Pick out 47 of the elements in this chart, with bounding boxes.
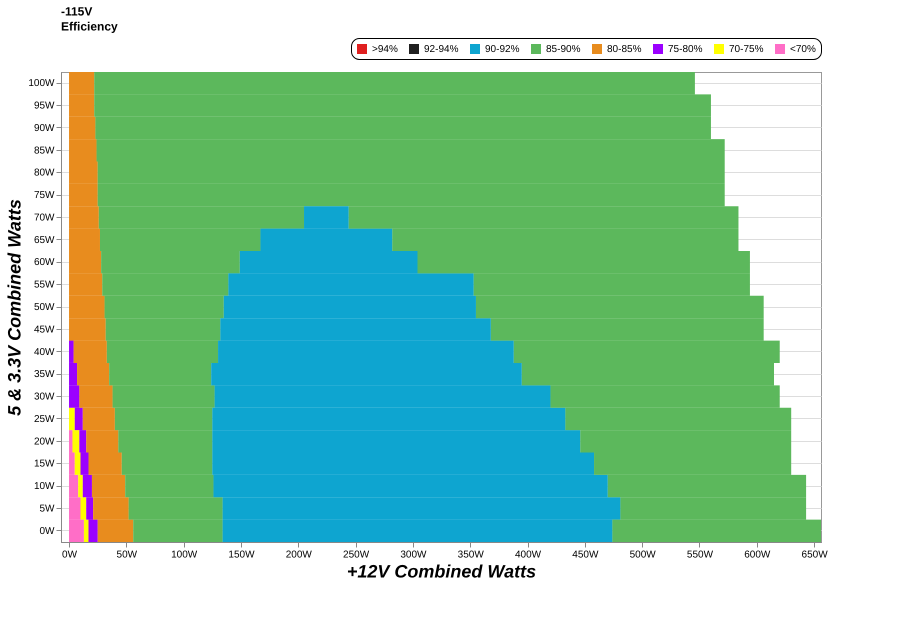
legend-label: 92-94%	[424, 44, 459, 55]
x-tick-label: 500W	[630, 550, 656, 560]
y-tick-label: 70W	[34, 212, 56, 224]
x-tick-label: 100W	[171, 550, 198, 560]
x-tick-label: 200W	[286, 550, 312, 560]
x-tick-label: 150W	[228, 550, 256, 560]
y-tick-label: 100W	[28, 78, 56, 90]
y-tick-label: 20W	[34, 436, 56, 448]
x-tick-label: 250W	[343, 550, 370, 560]
y-tick-label: 95W	[34, 100, 56, 112]
y-tick-label: 50W	[34, 302, 56, 313]
x-tick-label: 300W	[400, 550, 428, 560]
x-tick-label: 400W	[514, 550, 542, 560]
legend-label: >94%	[372, 44, 398, 55]
y-tick-label: 10W	[34, 481, 56, 492]
y-tick-label: 55W	[34, 280, 56, 291]
chart-title: -115V	[61, 4, 92, 18]
y-tick-label: 30W	[34, 392, 56, 403]
y-tick-label: 85W	[34, 145, 56, 156]
y-tick-label: 40W	[34, 346, 56, 358]
y-tick-label: 15W	[34, 458, 56, 470]
x-tick-label: 50W	[116, 550, 138, 560]
y-tick-label: 75W	[34, 190, 56, 202]
y-tick-label: 80W	[34, 168, 56, 179]
x-tick-label: 550W	[686, 550, 714, 560]
legend-label: 80-85%	[607, 44, 642, 55]
x-tick-label: 600W	[744, 550, 771, 560]
x-axis-title: +12V Combined Watts	[346, 562, 536, 582]
y-tick-label: 5W	[40, 503, 56, 514]
y-tick-label: 90W	[34, 122, 56, 134]
x-tick-label: 650W	[802, 550, 828, 560]
y-tick-label: 60W	[34, 257, 56, 268]
legend-label: 75-80%	[668, 44, 703, 55]
chart-subtitle: Efficiency	[61, 20, 118, 34]
legend-label: 90-92%	[485, 44, 520, 55]
y-tick-label: 65W	[34, 234, 56, 246]
y-axis-title: 5 & 3.3V Combined Watts	[4, 199, 24, 416]
x-tick-label: 450W	[572, 550, 599, 560]
legend-label: 70-75%	[729, 44, 764, 55]
y-tick-label: 45W	[34, 324, 56, 336]
legend-label: <70%	[790, 44, 816, 55]
x-tick-label: 0W	[62, 550, 78, 560]
y-tick-label: 25W	[34, 414, 56, 425]
legend-label: 85-90%	[546, 44, 581, 55]
x-tick-label: 350W	[458, 550, 484, 560]
y-tick-label: 0W	[40, 526, 56, 537]
y-tick-label: 35W	[34, 369, 56, 380]
